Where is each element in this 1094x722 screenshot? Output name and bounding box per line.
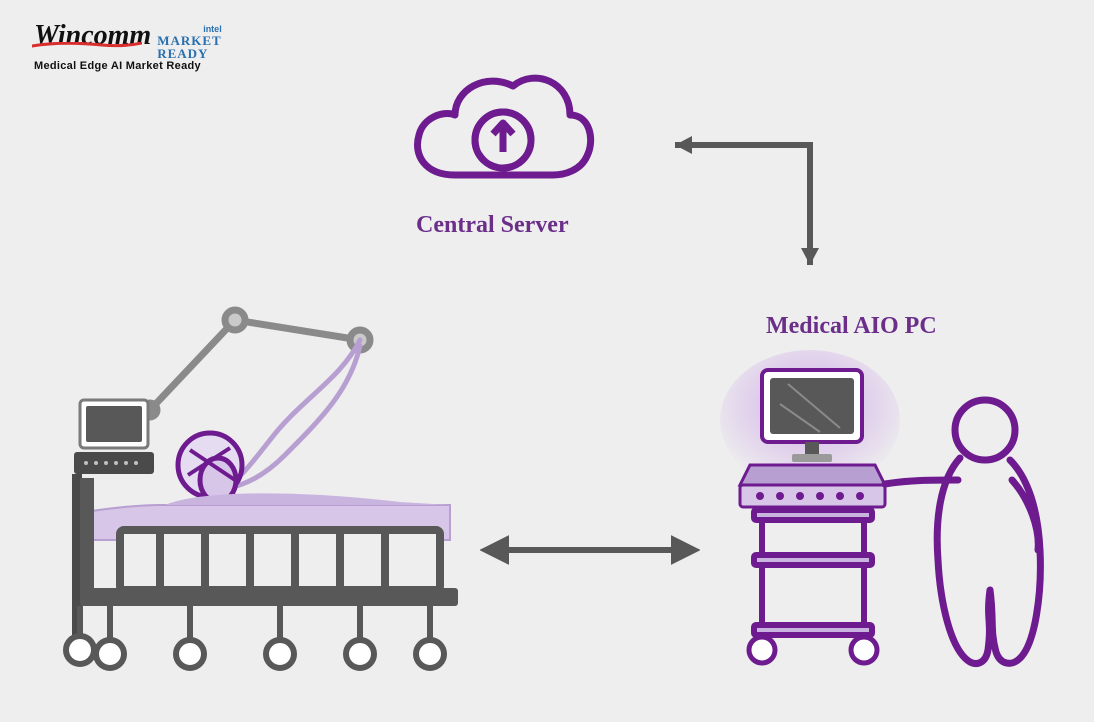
arrow-horizontal-icon	[480, 530, 700, 570]
partner-badge: intel MARKeT ReADY	[157, 22, 222, 60]
node-label-central-server: Central Server	[416, 212, 569, 239]
hospital-bed-icon	[50, 280, 500, 700]
brand-tagline: Medical Edge AI Market Ready	[34, 60, 222, 72]
arrow-elbow-icon	[640, 120, 850, 290]
diagram-canvas: Wincomm intel MARKeT ReADY Medical Edge …	[0, 0, 1094, 722]
partner-label-ready: ReADY	[157, 47, 222, 60]
cloud-upload-icon	[395, 60, 605, 210]
brand-logo-swash	[32, 42, 142, 48]
brand-logo: Wincomm	[34, 22, 151, 50]
node-label-medical-aio-pc: Medical AIO PC	[766, 313, 937, 340]
logo-block: Wincomm intel MARKeT ReADY Medical Edge …	[34, 22, 222, 72]
medical-cart-pc-icon	[710, 350, 1070, 700]
